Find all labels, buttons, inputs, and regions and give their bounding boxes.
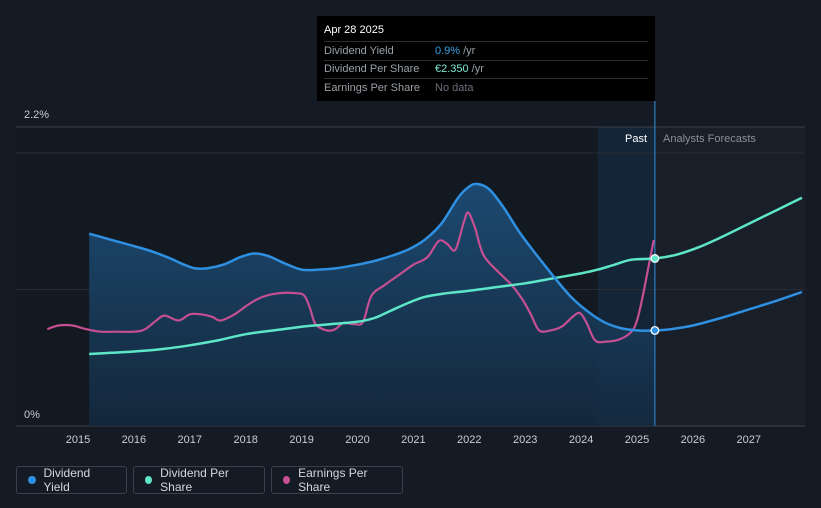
- legend-label: Dividend Yield: [43, 466, 91, 494]
- legend-dot-icon: [28, 476, 36, 484]
- marker-dividend-per-share: [650, 254, 660, 263]
- x-tick-label: 2026: [681, 434, 705, 446]
- legend-dot-icon: [283, 476, 291, 484]
- legend-label: Earnings Per Share: [298, 466, 368, 494]
- x-tick-label: 2021: [401, 434, 425, 446]
- x-tick-label: 2020: [345, 434, 369, 446]
- x-tick-label: 2018: [233, 434, 257, 446]
- legend-dividend-yield[interactable]: Dividend Yield: [16, 466, 127, 494]
- earnings-per-share-line: [46, 211, 655, 344]
- tooltip-label: Dividend Per Share: [324, 63, 420, 76]
- tooltip-row-dividend-yield: Dividend Yield 0.9% /yr: [324, 41, 648, 60]
- x-axis-ticks: 2015 2016 2017 2018 2019 2020 2021 2022 2023 2024…: [66, 434, 761, 446]
- tooltip-row-dividend-per-share: Dividend Per Share €2.350 /yr: [324, 59, 648, 79]
- x-tick-label: 2016: [122, 434, 146, 446]
- legend-dot-icon: [145, 476, 153, 484]
- tooltip-unit: /yr: [463, 44, 476, 57]
- tooltip-value: No data: [435, 81, 474, 94]
- dividend-yield-line: [88, 182, 803, 332]
- markers: [650, 254, 660, 335]
- y-tick-top: 2.2%: [24, 109, 49, 121]
- tooltip-date: Apr 28 2025: [324, 24, 384, 36]
- x-tick-label: 2024: [569, 434, 593, 446]
- legend-earnings-per-share[interactable]: Earnings Per Share: [271, 466, 403, 494]
- x-tick-label: 2023: [513, 434, 537, 446]
- past-label: Past: [625, 133, 647, 145]
- legend-dividend-per-share[interactable]: Dividend Per Share: [133, 466, 265, 494]
- x-tick-label: 2022: [457, 434, 481, 446]
- tooltip-value: 0.9%: [435, 44, 461, 57]
- dividend-per-share-line: [89, 196, 803, 356]
- tooltip-row-earnings-per-share: Earnings Per Share No data: [324, 78, 648, 97]
- x-tick-label: 2017: [178, 434, 202, 446]
- dividend-yield-area: [89, 183, 655, 426]
- tooltip-label: Earnings Per Share: [324, 81, 420, 94]
- y-tick-bottom: 0%: [24, 409, 40, 421]
- x-tick-label: 2019: [289, 434, 313, 446]
- x-tick-label: 2015: [66, 434, 90, 446]
- marker-dividend-yield: [650, 326, 660, 335]
- x-tick-label: 2025: [625, 434, 649, 446]
- legend-label: Dividend Per Share: [160, 466, 229, 494]
- tooltip-value: €2.350: [435, 63, 469, 76]
- tooltip-label: Dividend Yield: [324, 44, 394, 57]
- tooltip-unit: /yr: [471, 63, 484, 76]
- x-tick-label: 2027: [737, 434, 761, 446]
- tooltip: Apr 28 2025 Dividend Yield 0.9% /yr Divi…: [317, 16, 655, 101]
- forecast-label: Analysts Forecasts: [663, 133, 756, 145]
